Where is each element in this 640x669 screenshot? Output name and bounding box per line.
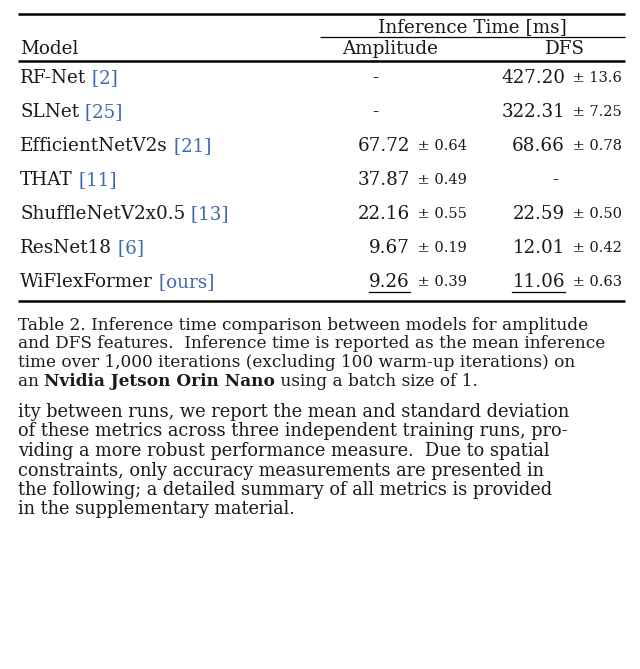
Text: ity between runs, we report the mean and standard deviation: ity between runs, we report the mean and… xyxy=(18,403,569,421)
Text: time over 1,000 iterations (excluding 100 warm-up iterations) on: time over 1,000 iterations (excluding 10… xyxy=(18,354,575,371)
Text: constraints, only accuracy measurements are presented in: constraints, only accuracy measurements … xyxy=(18,462,544,480)
Text: RF-Net: RF-Net xyxy=(20,69,86,87)
Text: THAT: THAT xyxy=(20,171,72,189)
Text: ± 0.64: ± 0.64 xyxy=(413,139,467,153)
Text: 11.06: 11.06 xyxy=(513,273,565,291)
Text: -: - xyxy=(552,171,558,189)
Text: 9.26: 9.26 xyxy=(369,273,410,291)
Text: ± 13.6: ± 13.6 xyxy=(568,71,622,85)
Text: Amplitude: Amplitude xyxy=(342,40,438,58)
Text: [6]: [6] xyxy=(112,239,144,257)
Text: [ours]: [ours] xyxy=(153,273,214,291)
Text: [11]: [11] xyxy=(72,171,116,189)
Text: the following; a detailed summary of all metrics is provided: the following; a detailed summary of all… xyxy=(18,481,552,499)
Text: ± 0.39: ± 0.39 xyxy=(413,275,467,289)
Text: SLNet: SLNet xyxy=(20,103,79,121)
Text: 322.31: 322.31 xyxy=(501,103,565,121)
Text: ± 0.78: ± 0.78 xyxy=(568,139,622,153)
Text: DFS: DFS xyxy=(545,40,585,58)
Text: using a batch size of 1.: using a batch size of 1. xyxy=(275,373,478,389)
Text: ± 0.50: ± 0.50 xyxy=(568,207,622,221)
Text: [21]: [21] xyxy=(168,137,211,155)
Text: -: - xyxy=(372,69,378,87)
Text: 22.59: 22.59 xyxy=(513,205,565,223)
Text: EfficientNetV2s: EfficientNetV2s xyxy=(20,137,168,155)
Text: ± 7.25: ± 7.25 xyxy=(568,105,621,119)
Text: 67.72: 67.72 xyxy=(358,137,410,155)
Text: of these metrics across three independent training runs, pro-: of these metrics across three independen… xyxy=(18,423,568,440)
Text: Table 2. Inference time comparison between models for amplitude: Table 2. Inference time comparison betwe… xyxy=(18,317,588,334)
Text: 22.16: 22.16 xyxy=(358,205,410,223)
Text: [25]: [25] xyxy=(79,103,123,121)
Text: Inference Time [ms]: Inference Time [ms] xyxy=(378,18,567,36)
Text: ± 0.63: ± 0.63 xyxy=(568,275,622,289)
Text: viding a more robust performance measure.  Due to spatial: viding a more robust performance measure… xyxy=(18,442,550,460)
Text: ResNet18: ResNet18 xyxy=(20,239,112,257)
Text: -: - xyxy=(372,103,378,121)
Text: WiFlexFormer: WiFlexFormer xyxy=(20,273,153,291)
Text: ± 0.19: ± 0.19 xyxy=(413,241,467,255)
Text: Model: Model xyxy=(20,40,78,58)
Text: 12.01: 12.01 xyxy=(513,239,565,257)
Text: 37.87: 37.87 xyxy=(358,171,410,189)
Text: [2]: [2] xyxy=(86,69,118,87)
Text: in the supplementary material.: in the supplementary material. xyxy=(18,500,295,518)
Text: ± 0.55: ± 0.55 xyxy=(413,207,467,221)
Text: and DFS features.  Inference time is reported as the mean inference: and DFS features. Inference time is repo… xyxy=(18,335,605,353)
Text: ± 0.49: ± 0.49 xyxy=(413,173,467,187)
Text: ± 0.42: ± 0.42 xyxy=(568,241,622,255)
Text: an: an xyxy=(18,373,44,389)
Text: Nvidia Jetson Orin Nano: Nvidia Jetson Orin Nano xyxy=(44,373,275,389)
Text: 427.20: 427.20 xyxy=(501,69,565,87)
Text: ShuffleNetV2x0.5: ShuffleNetV2x0.5 xyxy=(20,205,185,223)
Text: [13]: [13] xyxy=(185,205,229,223)
Text: 68.66: 68.66 xyxy=(512,137,565,155)
Text: 9.67: 9.67 xyxy=(369,239,410,257)
